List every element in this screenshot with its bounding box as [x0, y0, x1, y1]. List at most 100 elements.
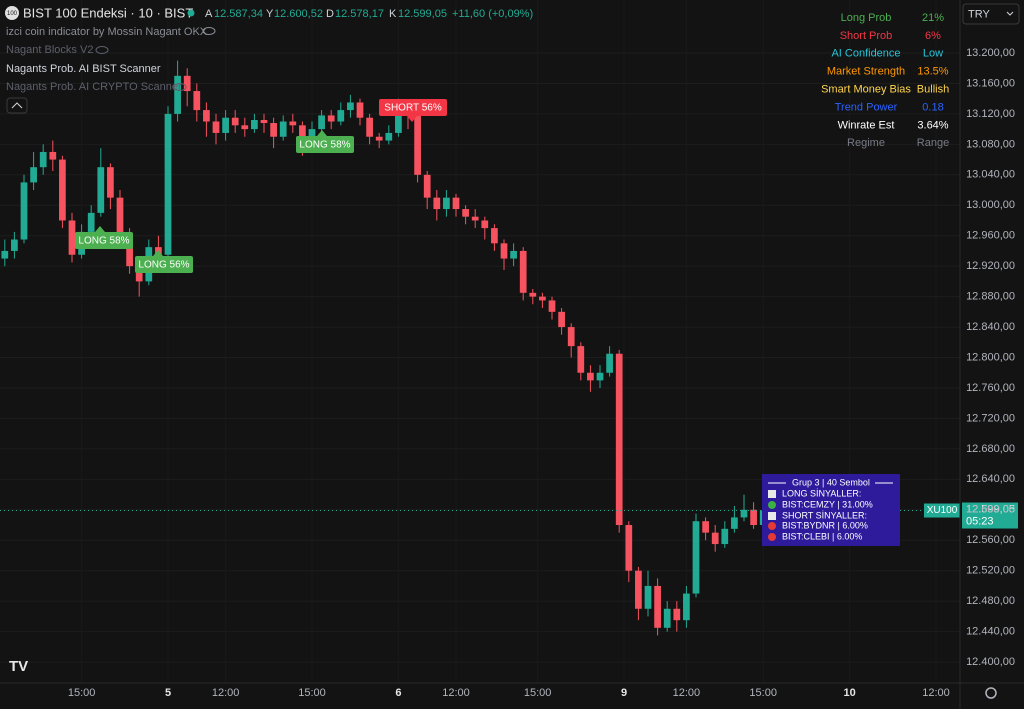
signal-pointer [317, 130, 327, 136]
candle-body [452, 197, 460, 210]
candle-body [471, 216, 479, 221]
ohlc-value: 12.599,05 [398, 8, 447, 20]
panel-label: Regime [847, 137, 885, 149]
green-dot [768, 501, 776, 509]
candle-body [529, 292, 537, 297]
candle-body [683, 593, 690, 621]
candle-body [49, 151, 57, 160]
signal-label: LONG 58% [299, 140, 350, 151]
y-tick-label: 12.560,00 [966, 534, 1015, 546]
eye-icon[interactable] [173, 83, 187, 91]
currency: TRY [968, 8, 990, 20]
candle-body [375, 136, 383, 141]
candle-body [270, 123, 277, 137]
y-tick-label: 12.760,00 [966, 382, 1015, 394]
candle-body [337, 110, 345, 122]
indicator-name[interactable]: izci coin indicator by Mossin Nagant OKX [6, 26, 208, 38]
collapse-button[interactable] [6, 97, 28, 114]
candle-body [97, 167, 105, 213]
candle-body [395, 110, 402, 133]
candle-body [663, 608, 671, 628]
candle-body [385, 132, 393, 141]
price-tag-bg [962, 502, 1018, 529]
candle-body [587, 372, 594, 381]
candle-body [443, 197, 450, 210]
y-tick-label: 13.200,00 [966, 47, 1015, 59]
settings-icon[interactable] [985, 687, 997, 699]
candle-body [299, 125, 306, 141]
scanner-background [762, 474, 900, 546]
signal-label-bg [296, 136, 354, 153]
candle-body [68, 220, 76, 255]
scanner-line: BIST:BYDNR | 6.00% [782, 520, 868, 530]
y-tick-label: 12.960,00 [966, 230, 1015, 242]
candle-body [702, 521, 709, 533]
panel-value: 21% [922, 12, 944, 24]
signal-label-bg [75, 232, 133, 249]
candle-body [481, 220, 489, 229]
candle-body [241, 125, 249, 130]
candle-body [462, 209, 469, 217]
indicator-name[interactable]: Nagants Prob. AI CRYPTO Scanner [6, 81, 182, 93]
candle-body [30, 167, 37, 183]
y-tick-label: 12.720,00 [966, 412, 1015, 424]
ohlc-label: D [326, 8, 334, 20]
panel-value: Range [917, 137, 949, 149]
candle-body [318, 115, 325, 130]
candle-body [279, 121, 287, 137]
signal-pointer [95, 226, 105, 232]
panel-value: 6% [925, 30, 941, 42]
change: +11,60 (+0,09%) [452, 8, 533, 20]
signal-pointer [153, 250, 163, 256]
candle-body [126, 235, 133, 267]
y-tick-label: 12.600,00 [966, 504, 1015, 516]
candle-body [347, 102, 354, 111]
candle-body [750, 509, 757, 526]
x-tick-label: 5 [165, 687, 171, 699]
candle-body [673, 608, 681, 621]
ohlc-value: 12.587,34 [214, 8, 263, 20]
candle-body [174, 75, 181, 114]
signal-label: SHORT 56% [384, 103, 442, 114]
symbol-logo-text: 100 [7, 11, 18, 17]
tv-logo[interactable]: TV [9, 658, 28, 675]
x-tick-label: 12:00 [212, 687, 240, 699]
candle-body [59, 159, 66, 221]
panel-value: 13.5% [917, 66, 948, 78]
panel-label: Trend Power [835, 101, 898, 113]
currency-dropdown[interactable] [962, 3, 1020, 25]
panel-value: 0.18 [922, 101, 943, 113]
price-tag-symbol: XU100 [927, 505, 958, 516]
scanner-title: Grup 3 | 40 Sembol [792, 477, 870, 487]
signal-pointer [407, 116, 417, 122]
symbol[interactable]: BIST 100 Endeksi · 10 · BIST [23, 5, 193, 20]
candle-body [251, 119, 258, 130]
y-tick-label: 13.120,00 [966, 108, 1015, 120]
candle-body [87, 212, 95, 232]
dropdown-arrow [1006, 11, 1014, 16]
scanner-line: BIST:CEMZY | 31.00% [782, 499, 873, 509]
candle-body [289, 121, 297, 126]
ohlc-label: K [389, 8, 397, 20]
y-tick-label: 13.160,00 [966, 77, 1015, 89]
signal-label: LONG 56% [138, 260, 189, 271]
ohlc-value: 12.578,17 [335, 8, 384, 20]
eye-icon[interactable] [95, 46, 109, 54]
candle-body [711, 532, 719, 545]
candle-body [721, 528, 729, 545]
y-tick-label: 12.520,00 [966, 565, 1015, 577]
indicator-name[interactable]: Nagant Blocks V2 [6, 44, 93, 56]
panel-value: Bullish [917, 84, 949, 96]
x-tick-label: 12:00 [442, 687, 470, 699]
candle-body [558, 311, 565, 328]
y-tick-label: 12.840,00 [966, 321, 1015, 333]
red-dot [768, 522, 776, 530]
candle-body [596, 372, 604, 381]
candles [1, 60, 767, 636]
eye-icon[interactable] [202, 27, 216, 35]
indicator-name[interactable]: Nagants Prob. AI BIST Scanner [6, 63, 161, 75]
candle-body [164, 113, 172, 255]
x-tick-label: 12:00 [922, 687, 950, 699]
candle-body [491, 228, 498, 244]
